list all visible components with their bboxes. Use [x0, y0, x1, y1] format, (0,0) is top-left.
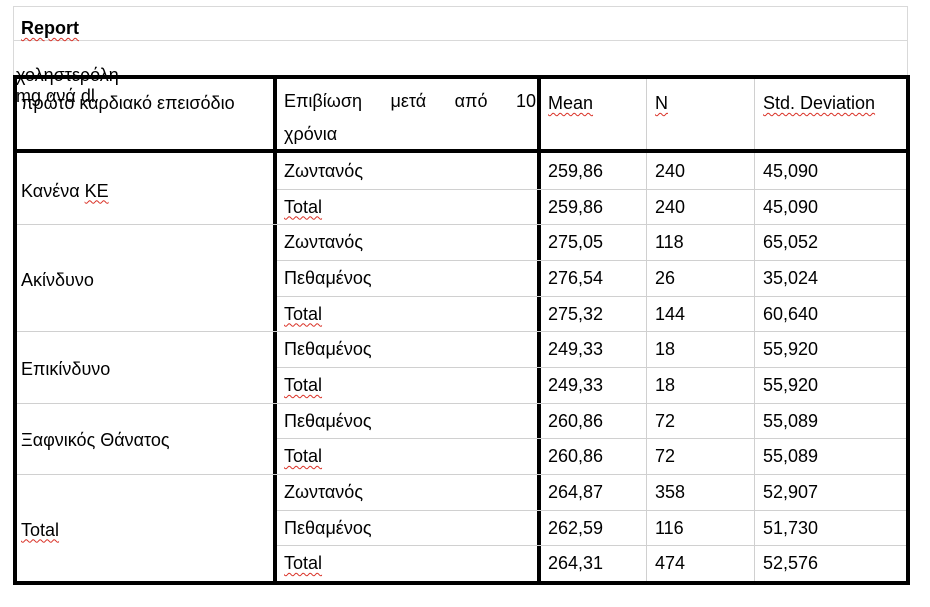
row-status: Total — [284, 196, 323, 217]
row-status: Total — [284, 374, 323, 395]
header-survival-line2: χρόνια — [284, 124, 338, 144]
row-std: 55,089 — [763, 410, 819, 431]
row-n: 26 — [655, 267, 676, 288]
grid-hline-header — [13, 149, 910, 153]
row-std: 55,920 — [763, 339, 819, 360]
header-survival-word: Επιβίωση — [284, 91, 362, 111]
header-group: πρώτο καρδιακό επεισόδιο — [21, 93, 235, 113]
row-std: 52,576 — [763, 553, 819, 574]
row-mean: 259,86 — [548, 160, 604, 181]
header-std: Std. Deviation — [763, 93, 876, 113]
header-mean: Mean — [548, 93, 594, 113]
row-mean: 259,86 — [548, 196, 604, 217]
row-n: 72 — [655, 410, 676, 431]
grid-hline-row — [277, 438, 906, 440]
row-status: Ζωντανός — [284, 160, 363, 181]
row-std: 45,090 — [763, 160, 819, 181]
row-n: 240 — [655, 160, 686, 181]
row-status: Total — [284, 553, 323, 574]
row-status: Ζωντανός — [284, 232, 363, 253]
row-std: 35,024 — [763, 267, 819, 288]
group-label: Ξαφνικός Θάνατος — [21, 430, 170, 451]
report-title: Report — [21, 18, 79, 38]
row-n: 474 — [655, 553, 686, 574]
row-n: 18 — [655, 339, 676, 360]
row-mean: 275,05 — [548, 232, 604, 253]
row-mean: 264,31 — [548, 553, 604, 574]
row-std: 51,730 — [763, 517, 819, 538]
grid-vline-thin — [646, 75, 647, 585]
header-n: N — [655, 93, 668, 113]
row-std: 45,090 — [763, 196, 819, 217]
grid-vline-thick — [537, 75, 541, 585]
row-status: Ζωντανός — [284, 481, 363, 502]
grid-vline-thick — [273, 75, 277, 585]
grid-hline-row — [277, 509, 906, 511]
header-survival-word: μετά — [390, 91, 427, 111]
row-mean: 249,33 — [548, 339, 604, 360]
row-status: Total — [284, 303, 323, 324]
grid-hline-group — [13, 402, 910, 404]
header-survival-word: από — [454, 91, 488, 111]
row-n: 18 — [655, 374, 676, 395]
row-mean: 260,86 — [548, 410, 604, 431]
row-n: 144 — [655, 303, 686, 324]
row-mean: 260,86 — [548, 446, 604, 467]
row-status: Total — [284, 446, 323, 467]
row-std: 65,052 — [763, 232, 819, 253]
grid-hline-row — [277, 295, 906, 297]
group-label: Ακίνδυνο — [21, 269, 94, 290]
group-label: Total — [21, 519, 60, 540]
row-mean: 262,59 — [548, 517, 604, 538]
row-n: 358 — [655, 481, 686, 502]
row-mean: 249,33 — [548, 374, 604, 395]
report-table: πρώτο καρδιακό επεισόδιο Επιβίωση μετά α… — [13, 75, 910, 585]
row-status: Πεθαμένος — [284, 339, 372, 360]
row-n: 118 — [655, 232, 684, 253]
row-std: 55,089 — [763, 446, 819, 467]
grid-hline-group — [13, 224, 910, 226]
group-label: Επικίνδυνο — [21, 359, 111, 379]
row-status: Πεθαμένος — [284, 267, 372, 288]
row-mean: 276,54 — [548, 267, 604, 288]
row-std: 52,907 — [763, 481, 819, 502]
report-title-box: Report — [13, 6, 908, 41]
grid-hline-row — [277, 260, 906, 261]
row-std: 60,640 — [763, 303, 819, 324]
row-status: Πεθαμένος — [284, 517, 372, 538]
row-mean: 275,32 — [548, 303, 604, 324]
row-n: 240 — [655, 196, 686, 217]
row-std: 55,920 — [763, 374, 819, 395]
group-label: Κανένα ΚΕ — [21, 180, 109, 201]
report-subtitle-box: χοληστερόλη mg ανά dl — [13, 41, 908, 106]
row-n: 72 — [655, 446, 676, 467]
grid-hline-group — [13, 474, 910, 475]
grid-vline-thin — [754, 75, 755, 585]
grid-hline-row — [277, 188, 906, 190]
grid-hline-group — [13, 331, 910, 333]
row-mean: 264,87 — [548, 481, 604, 502]
row-n: 116 — [655, 517, 684, 538]
row-status: Πεθαμένος — [284, 410, 372, 431]
header-survival-word: 10 — [515, 91, 536, 111]
header-survival: Επιβίωση μετά από 10 χρόνια — [284, 85, 536, 151]
grid-hline-row — [277, 545, 906, 547]
grid-hline-row — [277, 367, 906, 368]
